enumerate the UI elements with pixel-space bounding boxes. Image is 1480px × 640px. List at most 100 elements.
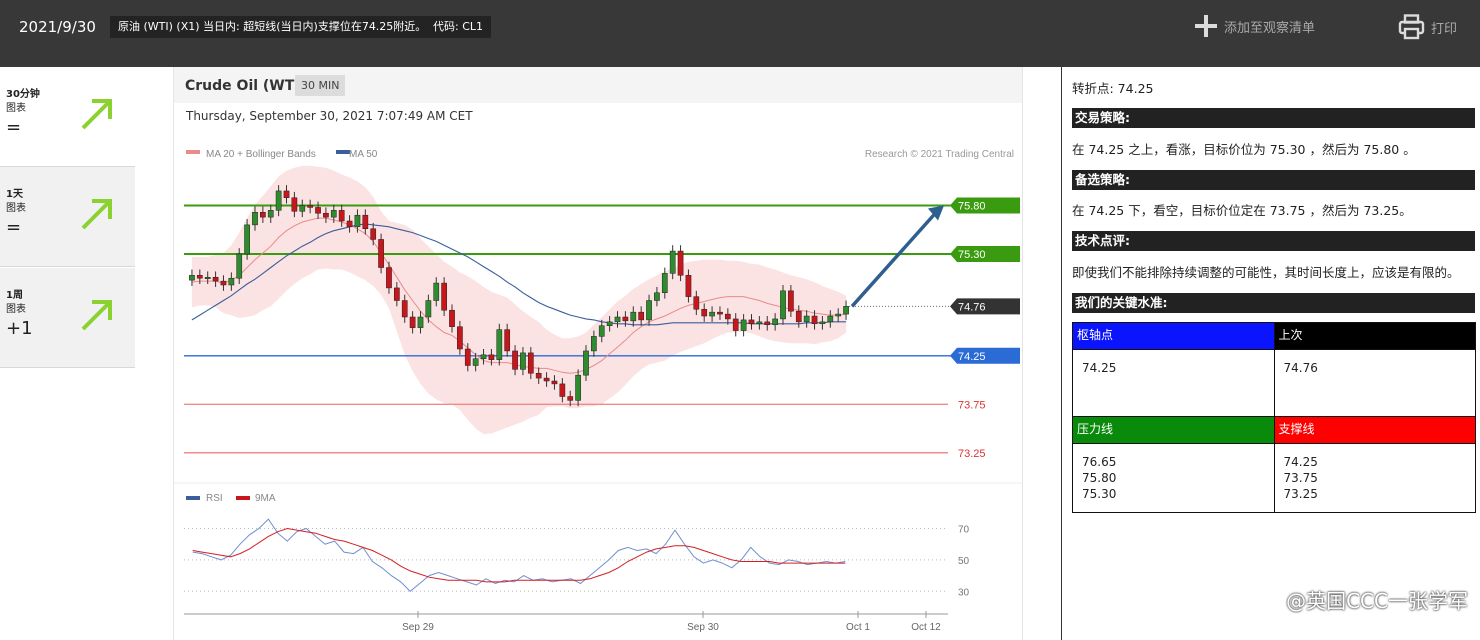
timeframe-card-1week[interactable]: 1周 图表 +1 [0,268,135,368]
print-label: 打印 [1431,21,1458,37]
report-date: 2021/9/30 [19,18,96,36]
chart-credit: Research © 2021 Trading Central [865,149,1014,160]
legend-swatch-ma20 [186,150,200,154]
candle-body [220,280,227,286]
candle-body [638,311,645,321]
candle-body [433,282,440,301]
candle-body [520,352,526,370]
candle-body [370,228,377,240]
candle-body [583,350,589,376]
candle-body [212,276,219,282]
support-value: 74.25 [1283,455,1318,469]
candle-body [299,205,306,212]
candle-body [827,315,834,323]
candle-body [244,224,250,255]
level-label-support: 73.25 [958,448,986,460]
rsi-tick-label: 50 [958,556,970,567]
add-to-watchlist-button[interactable]: 添加至观察清单 [1194,14,1315,38]
trend-up-arrow-icon [81,300,112,331]
resistance-values-cell: 76.65 75.80 75.30 [1072,443,1275,513]
candle-body [701,308,708,317]
timeframe-card-30min[interactable]: 30分钟 图表 = [0,67,135,167]
last-value-cell: 74.76 [1273,349,1476,417]
candle-body [488,354,495,360]
strategy-text: 在 74.25 之上，看涨，目标价位为 75.30 ，然后为 75.80 。 [1072,142,1416,157]
candle-body [228,277,235,286]
candle-body [464,348,471,366]
candle-body [307,205,314,208]
timeframe-subtitle: 图表 [6,103,26,114]
print-button[interactable]: 打印 [1398,14,1457,40]
candle-body [669,250,676,274]
target-arrow-head [928,205,944,221]
candle-body [575,374,581,401]
candle-body [457,326,463,350]
legend-label-ma20: MA 20 + Bollinger Bands [206,149,316,160]
candle-body [740,319,747,331]
level-tag-resistance [950,197,1020,214]
candle-body [559,383,566,397]
candle-body [527,352,534,374]
rsi-line [192,518,846,592]
timeframe-title: 1天 [6,189,23,200]
candle-body [622,316,629,322]
candle-body [748,319,755,325]
candle-body [591,336,597,352]
candle-body [835,313,842,317]
timeframe-status: = [6,117,22,138]
candle-body [204,276,211,279]
support-header: 支撑线 [1273,416,1476,444]
chart-timeframe-badge: 30 MIN [295,75,346,96]
alt-strategy-text: 在 74.25 下，看空，目标价位定在 73.75 ，然后为 73.25。 [1072,203,1412,218]
legend-label-rsi: RSI [206,493,223,504]
chart-timestamp: Thursday, September 30, 2021 7:07:49 AM … [186,109,473,123]
candle-body [401,300,408,318]
candle-body [606,321,613,326]
analysis-panel: 转折点: 74.25 交易策略: 在 74.25 之上，看涨，目标价位为 75.… [1061,67,1480,640]
candle-body [260,212,266,218]
candle-body [346,220,353,228]
pivot-value-cell: 74.25 [1072,349,1275,417]
alt-strategy-heading: 备选策略: [1072,170,1475,190]
candle-body [843,306,849,315]
level-tag-pivot [950,347,1020,364]
timeframe-title: 30分钟 [6,89,40,100]
trend-up-arrow-icon [81,99,112,130]
candle-body [614,316,621,323]
last-value: 74.76 [1283,361,1318,375]
level-label-pivot: 74.25 [958,351,986,363]
candle-body [661,273,668,294]
legend-swatch-rsi-ma [236,496,250,500]
candle-body [654,292,660,301]
candle-body [338,210,345,222]
candle-body [788,290,794,312]
resistance-value: 76.65 [1082,455,1117,469]
legend-swatch-ma50 [336,150,350,154]
x-tick-label: Sep 30 [687,622,719,633]
symbol-code-badge: 代码: CL1 [425,16,492,38]
legend-label-rsi-ma: 9MA [255,493,276,504]
chart-title: Crude Oil (WTI) [185,78,306,94]
candle-body [685,275,692,297]
rsi-tick-label: 30 [958,587,970,598]
candle-body [732,318,739,331]
x-tick-label: Oct 12 [911,622,941,633]
last-header: 上次 [1273,322,1476,350]
candle-body [724,313,731,320]
rsi-tick-label: 70 [958,525,970,536]
candle-body [504,329,511,352]
candle-body [567,396,574,401]
timeframe-status: +1 [6,318,33,339]
support-values-cell: 74.25 73.75 73.25 [1273,443,1476,513]
timeframe-card-1day[interactable]: 1天 图表 = [0,167,135,267]
candle-body [354,214,361,228]
candle-body [496,329,503,360]
pivot-line: 转折点: 74.25 [1072,81,1154,96]
candle-body [315,207,321,214]
support-value: 73.25 [1283,487,1318,501]
candle-body [323,212,329,218]
candle-body [291,197,298,212]
timeframe-subtitle: 图表 [6,203,26,214]
candle-body [267,210,274,218]
comment-heading: 技术点评: [1072,231,1475,251]
